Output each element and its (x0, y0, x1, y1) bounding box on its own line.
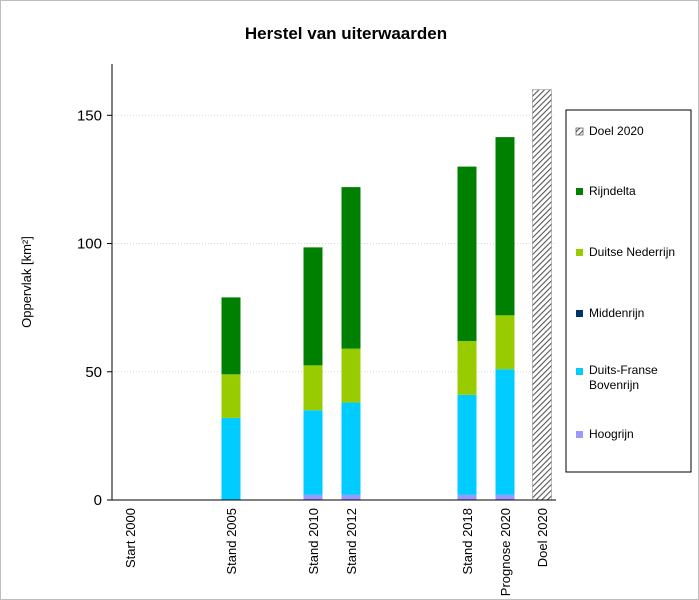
legend-label: Duits-Franse Bovenrijn (589, 363, 658, 392)
plot-background (112, 64, 556, 500)
bar-segment (495, 369, 515, 495)
x-tick-label: Stand 2005 (224, 508, 239, 575)
legend-box (565, 109, 692, 473)
chart-title: Herstel van uiterwaarden (245, 24, 447, 43)
bar-segment (532, 89, 552, 501)
bar-segment (457, 166, 477, 341)
bar-segment (341, 187, 361, 349)
bar-segment (495, 137, 515, 316)
legend-swatch (576, 431, 583, 438)
y-tick-label: 100 (77, 236, 102, 253)
legend-label: Hoogrijn (589, 427, 634, 441)
y-axis-label: Oppervlak [km²] (19, 236, 34, 328)
bar-segment (495, 315, 515, 370)
bar-segment (303, 365, 323, 411)
plot-area: 0 50 100 150 Start 2000 Stand 2005 Stand 2010 S… (77, 64, 556, 596)
x-tick-label: Stand 2018 (460, 508, 475, 575)
bar-segment (457, 394, 477, 495)
bar-segment (221, 297, 241, 375)
legend: Doel 2020 Rijndelta Duitse Nederrijn Midden… (565, 109, 692, 473)
legend-swatch (576, 310, 583, 317)
bar-segment (221, 374, 241, 418)
y-tick-label: 0 (94, 492, 102, 509)
legend-swatch (575, 127, 584, 136)
bar-segment (303, 494, 323, 500)
bar-segment (495, 494, 515, 500)
bar-segment (303, 247, 323, 366)
y-tick-label: 50 (85, 364, 102, 381)
x-tick-label: Prognose 2020 (498, 508, 513, 596)
bar-segment (457, 340, 477, 395)
bar-segment (341, 402, 361, 495)
legend-swatch (576, 368, 583, 375)
legend-swatch (576, 188, 583, 195)
y-tick-label: 150 (77, 107, 102, 124)
bar-segment (221, 417, 241, 500)
legend-swatch (576, 249, 583, 256)
legend-label: Middenrijn (589, 306, 644, 320)
x-tick-label: Start 2000 (123, 508, 138, 568)
legend-label: Duitse Nederrijn (589, 245, 675, 259)
bar-segment (341, 494, 361, 500)
legend-label: Rijndelta (589, 184, 636, 198)
bar-segment (457, 494, 477, 500)
x-tick-label: Stand 2010 (306, 508, 321, 575)
legend-label: Doel 2020 (589, 124, 644, 138)
bar-segment (341, 348, 361, 403)
x-tick-label: Doel 2020 (535, 508, 550, 567)
bar-segment (303, 410, 323, 495)
x-tick-label: Stand 2012 (344, 508, 359, 575)
